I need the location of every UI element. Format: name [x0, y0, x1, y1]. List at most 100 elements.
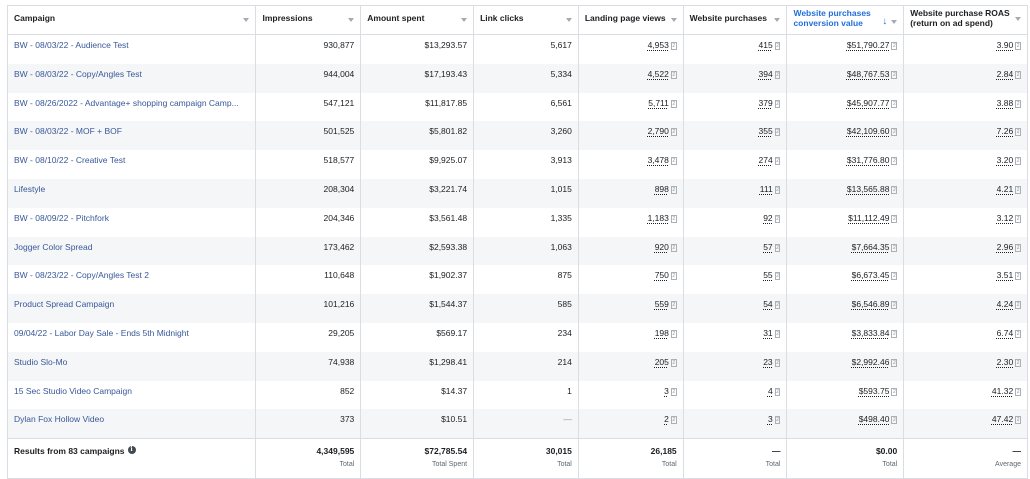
conversion-value-cell[interactable]: $51,790.27 2 — [787, 35, 905, 64]
cell-value[interactable]: 3.12 2 — [997, 213, 1021, 223]
cell-value[interactable]: 41.32 2 — [992, 386, 1021, 396]
cell-value[interactable]: $6,673.45 2 — [852, 270, 898, 281]
landing-page-views-cell[interactable]: 3,478 2 — [579, 150, 684, 179]
cell-value[interactable]: $6,546.89 2 — [852, 299, 898, 310]
website-purchases-cell[interactable]: 111 2 — [684, 178, 788, 208]
conversion-value-cell[interactable]: $45,907.77 2 — [787, 92, 905, 122]
website-purchases-cell[interactable]: 415 2 — [684, 35, 788, 64]
column-header-impressions[interactable]: Impressions — [256, 6, 362, 34]
column-header-roas[interactable]: Website purchase ROAS (return on ad spen… — [904, 6, 1027, 34]
campaign-name-cell[interactable]: BW - 08/09/22 - Pitchfork — [8, 207, 257, 237]
conversion-value-cell[interactable]: $13,565.88 2 — [787, 178, 905, 208]
table-row[interactable]: BW - 08/03/22 - Audience Test 930,877 $13,… — [8, 35, 1027, 64]
chevron-down-icon[interactable] — [348, 18, 355, 22]
roas-cell[interactable]: 3.88 2 — [904, 93, 1027, 122]
cell-value[interactable]: 2,790 2 — [648, 126, 677, 137]
cell-value[interactable]: $498.40 2 — [859, 414, 898, 425]
chevron-down-icon[interactable] — [774, 18, 781, 22]
roas-cell[interactable]: 4.24 2 — [904, 294, 1027, 323]
landing-page-views-cell[interactable]: 750 2 — [579, 265, 684, 295]
campaign-name-link[interactable]: 09/04/22 - Labor Day Sale - Ends 5th Mid… — [14, 327, 189, 338]
campaign-name-link[interactable]: Studio Slo-Mo — [14, 356, 68, 367]
campaign-name-link[interactable]: BW - 08/03/22 - Audience Test — [14, 40, 129, 50]
website-purchases-cell[interactable]: 31 2 — [684, 322, 788, 352]
roas-cell[interactable]: 4.21 2 — [904, 179, 1027, 208]
cell-value[interactable]: 750 2 — [655, 270, 677, 281]
cell-value[interactable]: $2,992.46 2 — [852, 357, 898, 367]
conversion-value-cell[interactable]: $7,664.35 2 — [787, 236, 905, 266]
campaign-name-cell[interactable]: BW - 08/03/22 - MOF + BOF — [8, 121, 257, 151]
website-purchases-cell[interactable]: 57 2 — [684, 236, 788, 266]
roas-cell[interactable]: 41.32 2 — [904, 381, 1027, 410]
campaign-name-link[interactable]: BW - 08/03/22 - Copy/Angles Test — [14, 68, 142, 79]
landing-page-views-cell[interactable]: 559 2 — [579, 294, 684, 323]
cell-value[interactable]: 55 2 — [763, 270, 781, 281]
cell-value[interactable]: 2.96 2 — [997, 242, 1021, 252]
campaign-name-link[interactable]: Product Spread Campaign — [14, 299, 115, 310]
cell-value[interactable]: 2.30 2 — [997, 357, 1021, 367]
conversion-value-cell[interactable]: $42,109.60 2 — [787, 121, 905, 151]
campaign-name-link[interactable]: BW - 08/10/22 - Creative Test — [14, 155, 126, 166]
landing-page-views-cell[interactable]: 205 2 — [579, 351, 684, 381]
landing-page-views-cell[interactable]: 4,953 2 — [579, 35, 684, 64]
website-purchases-cell[interactable]: 23 2 — [684, 351, 788, 381]
landing-page-views-cell[interactable]: 898 2 — [579, 178, 684, 208]
table-row[interactable]: BW - 08/10/22 - Creative Test 518,577 $9,9… — [8, 150, 1027, 179]
cell-value[interactable]: $51,790.27 2 — [847, 40, 898, 50]
cell-value[interactable]: $48,767.53 2 — [847, 69, 898, 79]
campaign-name-cell[interactable]: 15 Sec Studio Video Campaign — [8, 380, 257, 410]
table-row[interactable]: Product Spread Campaign 101,216 $1,544.37 5… — [8, 294, 1027, 323]
roas-cell[interactable]: 2.96 2 — [904, 237, 1027, 266]
website-purchases-cell[interactable]: 92 2 — [684, 207, 788, 237]
cell-value[interactable]: 57 2 — [763, 242, 781, 252]
conversion-value-cell[interactable]: $593.75 2 — [787, 380, 905, 410]
cell-value[interactable]: $45,907.77 2 — [847, 98, 898, 108]
table-row[interactable]: 09/04/22 - Labor Day Sale - Ends 5th Mid… — [8, 322, 1027, 352]
cell-value[interactable]: 3.20 2 — [997, 155, 1021, 166]
cell-value[interactable]: 394 2 — [758, 69, 781, 79]
conversion-value-cell[interactable]: $31,776.80 2 — [787, 150, 905, 179]
roas-cell[interactable]: 6.74 2 — [904, 323, 1027, 352]
table-row[interactable]: BW - 08/09/22 - Pitchfork 204,346 $3,561.4… — [8, 207, 1027, 237]
cell-value[interactable]: 920 2 — [655, 242, 677, 252]
campaign-name-link[interactable]: BW - 08/26/2022 - Advantage+ shopping ca… — [14, 97, 239, 108]
column-header-link-clicks[interactable]: Link clicks — [474, 6, 579, 34]
column-header-website-purchases[interactable]: Website purchases — [684, 6, 788, 34]
chevron-down-icon[interactable] — [565, 18, 572, 22]
cell-value[interactable]: 7.26 2 — [997, 126, 1021, 137]
table-row[interactable]: BW - 08/23/22 - Copy/Angles Test 2 110,64… — [8, 265, 1027, 295]
cell-value[interactable]: 47.42 2 — [992, 414, 1021, 425]
landing-page-views-cell[interactable]: 1,183 2 — [579, 207, 684, 237]
cell-value[interactable]: 379 2 — [758, 98, 781, 108]
column-header-conversion-value[interactable]: Website purchases conversion value ↓ — [787, 6, 905, 34]
cell-value[interactable]: 92 2 — [763, 213, 781, 223]
chevron-down-icon[interactable] — [1014, 17, 1021, 21]
roas-cell[interactable]: 2.30 2 — [904, 352, 1027, 381]
column-header-amount-spent[interactable]: Amount spent — [361, 6, 475, 34]
cell-value[interactable]: 2.84 2 — [997, 69, 1021, 79]
campaign-name-link[interactable]: BW - 08/09/22 - Pitchfork — [14, 212, 109, 223]
roas-cell[interactable]: 3.90 2 — [904, 35, 1027, 64]
chevron-down-icon[interactable] — [461, 18, 468, 22]
cell-value[interactable]: 23 2 — [763, 357, 781, 367]
conversion-value-cell[interactable]: $11,112.49 2 — [787, 207, 905, 237]
cell-value[interactable]: 205 2 — [655, 357, 677, 367]
landing-page-views-cell[interactable]: 4,522 2 — [579, 63, 684, 93]
cell-value[interactable]: 31 2 — [763, 328, 781, 338]
conversion-value-cell[interactable]: $3,833.84 2 — [787, 322, 905, 352]
landing-page-views-cell[interactable]: 198 2 — [579, 322, 684, 352]
cell-value[interactable]: $593.75 2 — [859, 386, 898, 396]
campaign-name-link[interactable]: 15 Sec Studio Video Campaign — [14, 385, 132, 396]
chevron-down-icon[interactable] — [891, 20, 898, 24]
sort-descending-icon[interactable]: ↓ — [882, 16, 888, 27]
cell-value[interactable]: $31,776.80 2 — [847, 155, 898, 166]
conversion-value-cell[interactable]: $498.40 2 — [787, 409, 905, 439]
cell-value[interactable]: $13,565.88 2 — [847, 184, 898, 194]
cell-value[interactable]: 1,183 2 — [648, 213, 677, 223]
conversion-value-cell[interactable]: $6,673.45 2 — [787, 265, 905, 295]
column-header-campaign[interactable]: Campaign — [8, 6, 257, 34]
